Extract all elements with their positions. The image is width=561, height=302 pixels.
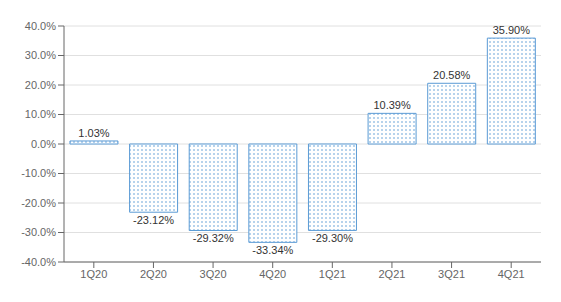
svg-text:1Q20: 1Q20: [80, 268, 107, 280]
svg-text:-33.34%: -33.34%: [252, 244, 293, 256]
svg-text:-30.0%: -30.0%: [21, 226, 56, 238]
svg-text:0.0%: 0.0%: [31, 138, 56, 150]
svg-text:-10.0%: -10.0%: [21, 167, 56, 179]
svg-text:-29.30%: -29.30%: [312, 232, 353, 244]
svg-text:20.0%: 20.0%: [25, 79, 56, 91]
svg-text:-29.32%: -29.32%: [193, 232, 234, 244]
svg-text:4Q20: 4Q20: [259, 268, 286, 280]
svg-text:2Q21: 2Q21: [378, 268, 405, 280]
svg-text:40.0%: 40.0%: [25, 20, 56, 32]
svg-text:2Q20: 2Q20: [140, 268, 167, 280]
svg-text:4Q21: 4Q21: [498, 268, 525, 280]
svg-text:-23.12%: -23.12%: [133, 214, 174, 226]
svg-text:-20.0%: -20.0%: [21, 197, 56, 209]
svg-text:1.03%: 1.03%: [78, 127, 109, 139]
svg-text:3Q20: 3Q20: [200, 268, 227, 280]
svg-text:35.90%: 35.90%: [493, 24, 531, 36]
svg-text:3Q21: 3Q21: [438, 268, 465, 280]
svg-text:10.0%: 10.0%: [25, 108, 56, 120]
svg-text:1Q21: 1Q21: [319, 268, 346, 280]
svg-text:-40.0%: -40.0%: [21, 256, 56, 268]
svg-text:10.39%: 10.39%: [373, 99, 411, 111]
svg-text:30.0%: 30.0%: [25, 49, 56, 61]
svg-text:20.58%: 20.58%: [433, 69, 471, 81]
